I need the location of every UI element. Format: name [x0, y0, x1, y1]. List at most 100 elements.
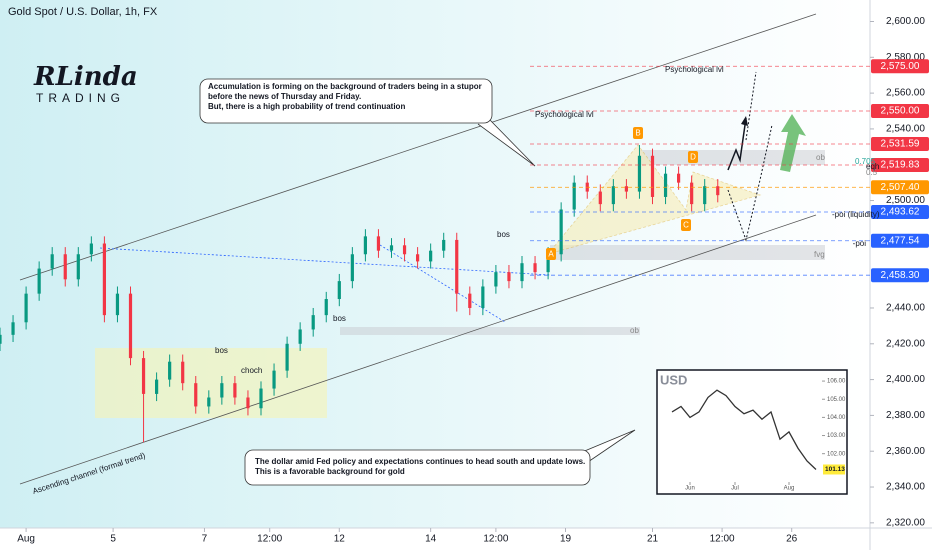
candle-body [429, 250, 433, 262]
x-tick-label: 19 [560, 534, 572, 545]
inset-x-tick-label: Jun [685, 486, 695, 492]
annotation: Psychological lvl [665, 65, 724, 74]
candle-body [703, 186, 707, 205]
candle-body [507, 272, 511, 282]
annotation: 0.5 [866, 168, 878, 177]
price-label: 2,477.54 [881, 235, 920, 246]
price-label-bg [871, 59, 929, 74]
annotation: fvg [814, 250, 825, 259]
x-tick-label: 12:00 [257, 534, 282, 545]
y-tick-label: 2,580.00 [886, 52, 925, 63]
candle-body [442, 239, 446, 251]
annotation: before the news of Thursday and Friday. [208, 92, 361, 101]
candle-body [141, 358, 146, 394]
callout-pointer [477, 119, 536, 167]
x-tick-label: 14 [425, 534, 437, 545]
inset-chart [656, 369, 848, 495]
time-axis-bg [0, 528, 932, 550]
candle-body [11, 322, 15, 335]
candle-body [298, 329, 302, 344]
annotation: ob [630, 326, 639, 335]
pattern-point: D [690, 153, 696, 162]
price-label-bg [871, 268, 929, 283]
candle-body [350, 254, 354, 282]
callout [244, 449, 591, 486]
candle-body [311, 315, 315, 330]
candle-body [24, 293, 28, 323]
candle-body [233, 383, 237, 398]
candle-body [246, 397, 250, 409]
candle-body [324, 299, 328, 316]
logo-tagline: TRADING [36, 91, 125, 105]
candle-body [559, 209, 563, 255]
pattern-point: B [635, 129, 640, 138]
candle-body [63, 254, 67, 280]
x-tick-label: Aug [17, 534, 35, 545]
projection-arrow [727, 117, 747, 171]
channel-line [19, 13, 817, 281]
logo-name: RLinda [33, 62, 138, 92]
channel-label: Ascending channel (formal trend) [31, 451, 146, 496]
annotation: 0.705 [855, 157, 876, 166]
chart-title: Gold Spot / U.S. Dollar, 1h, FX [8, 6, 158, 18]
pattern-point: C [683, 221, 689, 230]
price-label-bg [871, 136, 929, 151]
candle-body [546, 254, 550, 273]
y-tick-label: 2,320.00 [886, 517, 925, 528]
inset-y-tick-label: 104.00 [827, 415, 846, 421]
price-label: 2,531.59 [881, 139, 920, 150]
harmonic-pattern [546, 144, 762, 255]
y-tick-label: 2,440.00 [886, 303, 925, 314]
trend-line [99, 247, 551, 276]
inset-y-tick-label: 102.00 [827, 451, 846, 457]
price-label: 2,507.40 [881, 182, 920, 193]
inset-title: USD [660, 372, 687, 387]
arrow-head [741, 116, 748, 126]
pattern-point-bg [633, 127, 643, 139]
annotation: choch [241, 366, 262, 375]
candle-body [89, 243, 93, 255]
bullish-arrow [780, 114, 806, 172]
channel-line [19, 214, 817, 485]
y-tick-label: 2,600.00 [886, 16, 925, 27]
x-tick-label: 5 [110, 534, 116, 545]
candle-body [220, 383, 224, 398]
candle-body [155, 379, 159, 394]
inset-y-tick-label: 105.00 [827, 397, 846, 403]
zone [95, 348, 327, 418]
inset-x-tick-label: Aug [784, 486, 795, 492]
candle-body [285, 343, 289, 371]
candle-body [468, 293, 472, 308]
price-label-bg [871, 104, 929, 119]
price-label: 2,575.00 [881, 61, 920, 72]
candle-body [168, 361, 172, 380]
candle-body [102, 243, 106, 316]
x-tick-label: 26 [786, 534, 798, 545]
x-tick-label: 12:00 [483, 534, 508, 545]
candle-body [337, 281, 341, 300]
candle-body [272, 370, 276, 389]
price-label: 2,493.62 [881, 207, 920, 218]
candle-body [637, 155, 642, 192]
candle-body [389, 245, 394, 251]
annotation: The dollar amid Fed policy and expectati… [255, 457, 585, 466]
candle-body [402, 245, 407, 255]
inset-y-tick-label: 103.00 [827, 433, 846, 439]
projection-path [727, 124, 773, 242]
candle-body [37, 268, 41, 294]
candle-body [376, 236, 381, 251]
candle-body [481, 286, 485, 308]
annotation: -poi (liquidity) [832, 210, 880, 219]
candle-body [181, 361, 185, 384]
price-label-bg [871, 204, 929, 219]
callout [199, 78, 493, 124]
fvg-zone [550, 245, 825, 260]
candle-body [677, 173, 681, 183]
candle-body [690, 182, 694, 205]
last-value-bg [823, 464, 845, 475]
annotation: Psychological lvl [535, 110, 594, 119]
candle-body [663, 173, 668, 197]
price-label: 2,458.30 [881, 270, 920, 281]
annotation: ob [816, 153, 825, 162]
annotation: eqh [866, 162, 879, 171]
